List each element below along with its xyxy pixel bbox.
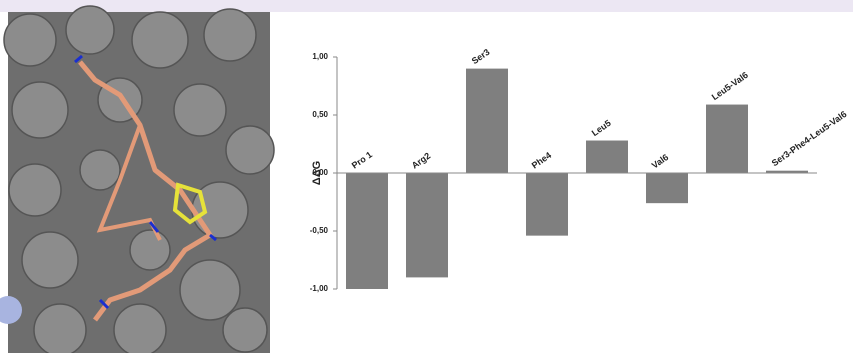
bar [526,173,568,236]
y-tick-label: 0,00 [312,168,328,177]
bar [406,173,448,277]
screenshot: ΔΔG 1,000,500,00-0,50-1,00Pro 1Arg2Ser3P… [0,0,853,353]
bar [586,141,628,173]
bar [646,173,688,203]
y-tick-label: -0,50 [310,226,329,235]
bar [706,105,748,173]
bar [466,69,508,173]
figure: ΔΔG 1,000,500,00-0,50-1,00Pro 1Arg2Ser3P… [0,0,853,353]
molecule-image [0,6,274,353]
y-tick-label: -1,00 [310,284,329,293]
y-tick-label: 1,00 [312,52,328,61]
y-tick-label: 0,50 [312,110,328,119]
bar [346,173,388,289]
